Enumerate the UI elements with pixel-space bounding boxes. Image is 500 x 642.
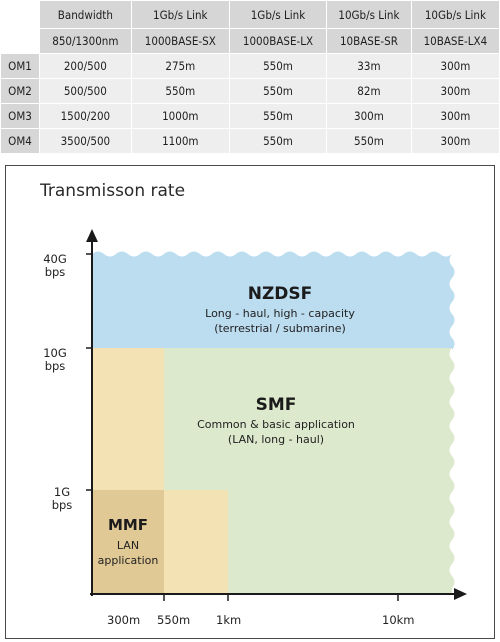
table-header-cell: 1Gb/s Link (130, 0, 230, 29)
nzdsf-description: Long - haul, high - capacity (terrestria… (160, 306, 400, 336)
row-label: OM3 (0, 103, 40, 129)
table-subheader-cell: 850/1300nm (39, 28, 132, 54)
table-subheader-row: 850/1300nm 1000BASE-SX 1000BASE-LX 10BAS… (0, 28, 500, 54)
diagram-title: Transmisson rate (40, 181, 186, 201)
y-label-unit: bps (44, 359, 66, 373)
mmf-description: LAN application (88, 538, 168, 568)
y-label-unit: bps (44, 265, 66, 279)
table-cell: 550m (228, 103, 328, 129)
table-cell: 1000m (130, 103, 230, 129)
table-cell: 300m (410, 103, 500, 129)
table-cell: 1100m (130, 128, 230, 154)
y-label-rate: 1G (53, 485, 71, 499)
table-cell: 500/500 (39, 78, 132, 104)
smf-label: SMF (255, 395, 297, 415)
table-cell: 200/500 (39, 53, 132, 79)
table-subheader-cell: 1000BASE-LX (228, 28, 328, 54)
table-row: OM1 200/500 275m 550m 33m 300m (0, 53, 500, 79)
table-cell: 3500/500 (39, 128, 132, 154)
table-row: OM4 3500/500 1100m 550m 550m 300m (0, 128, 500, 154)
diagram-frame (5, 165, 495, 639)
fiber-spec-table: Bandwidth 1Gb/s Link 1Gb/s Link 10Gb/s L… (0, 0, 500, 154)
y-label-unit: bps (51, 498, 73, 512)
table-subheader-cell: 10BASE-SR (326, 28, 412, 54)
mmf-region-core (92, 490, 164, 594)
row-label: OM4 (0, 128, 40, 154)
table-row: OM3 1500/200 1000m 550m 300m 300m (0, 103, 500, 129)
smf-description: Common & basic application (LAN, long - … (156, 417, 396, 447)
nzdsf-desc-line: Long - haul, high - capacity (205, 307, 355, 320)
table-corner (0, 0, 40, 29)
nzdsf-desc-line: (terrestrial / submarine) (214, 322, 346, 335)
table-cell: 82m (326, 78, 412, 104)
smf-desc-line: (LAN, long - haul) (227, 433, 325, 446)
x-label-10km: 10km (382, 613, 415, 627)
table-cell: 1500/200 (39, 103, 132, 129)
y-label-rate: 10G (43, 346, 67, 360)
nzdsf-label: NZDSF (247, 284, 313, 304)
nzdsf-region (92, 251, 455, 350)
y-axis-arrow-icon (86, 229, 98, 242)
table-row: OM2 500/500 550m 550m 82m 300m (0, 78, 500, 104)
table-cell: 33m (326, 53, 412, 79)
table-cell: 300m (410, 128, 500, 154)
mmf-desc-line: application (97, 554, 159, 567)
y-label-40g: 40G bps (30, 253, 80, 279)
table-cell: 300m (326, 103, 412, 129)
y-label-rate: 40G (43, 252, 67, 266)
table-subheader-cell: 10BASE-LX4 (410, 28, 500, 54)
table-header-row: Bandwidth 1Gb/s Link 1Gb/s Link 10Gb/s L… (0, 0, 500, 29)
table-cell: 550m (228, 53, 328, 79)
x-label-300m: 300m (107, 613, 141, 627)
mmf-desc-line: LAN (116, 539, 140, 552)
x-axis-arrow-icon (454, 588, 467, 600)
table-header-cell: 10Gb/s Link (410, 0, 500, 29)
table-cell: 275m (130, 53, 230, 79)
table-cell: 550m (326, 128, 412, 154)
y-label-1g: 1G bps (37, 486, 87, 512)
mmf-label: MMF (107, 516, 149, 534)
table-cell: 550m (228, 128, 328, 154)
table-cell: 300m (410, 78, 500, 104)
x-label-1km: 1km (216, 613, 242, 627)
row-label: OM2 (0, 78, 40, 104)
table-cell: 300m (410, 53, 500, 79)
x-label-550m: 550m (157, 613, 191, 627)
y-label-10g: 10G bps (30, 347, 80, 373)
table-cell: 550m (228, 78, 328, 104)
table-cell: 550m (130, 78, 230, 104)
smf-desc-line: Common & basic application (197, 418, 355, 431)
table-header-cell: 1Gb/s Link (228, 0, 328, 29)
